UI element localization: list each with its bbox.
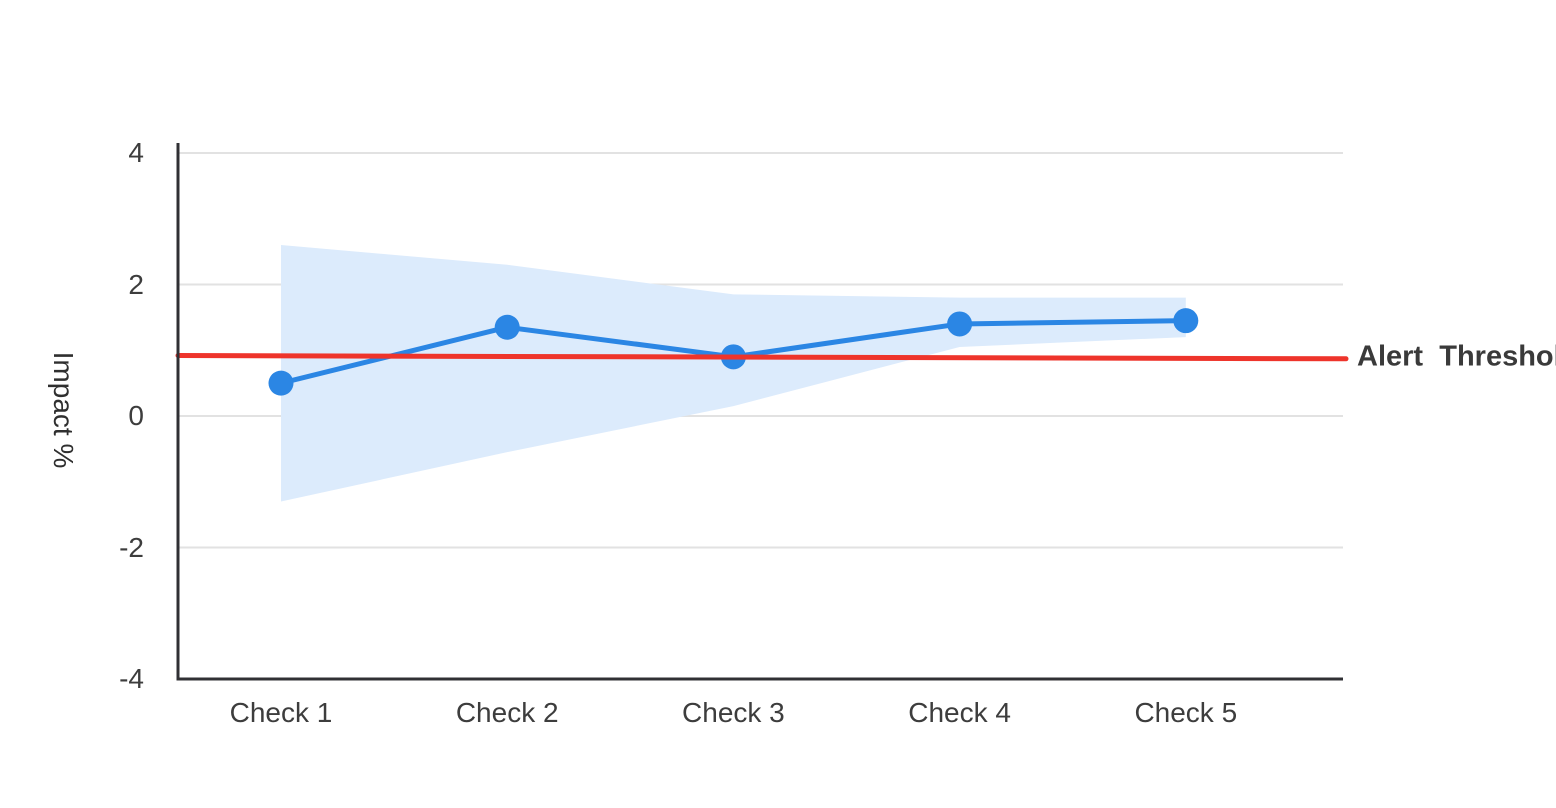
x-tick-label: Check 1	[229, 697, 333, 728]
x-tick-label: Check 5	[1134, 697, 1238, 728]
y-axis-title: Impact %	[48, 351, 79, 469]
y-tick-label: 4	[128, 137, 144, 168]
x-tick-label: Check 2	[455, 697, 559, 728]
x-tick-label: Check 3	[682, 697, 785, 728]
data-point-marker	[494, 314, 520, 340]
confidence-band	[281, 245, 1186, 502]
y-tick-label: -4	[119, 663, 144, 694]
y-tick-label: 2	[128, 268, 144, 300]
data-point-marker	[1173, 308, 1199, 334]
alert-threshold-label: Alert Threshold	[1357, 340, 1556, 373]
y-tick-label: -2	[119, 531, 144, 563]
x-tick-label: Check 4	[908, 697, 1011, 728]
data-point-marker	[268, 370, 294, 396]
data-point-marker	[947, 311, 973, 337]
y-tick-label: 0	[128, 400, 144, 431]
alert-threshold-line	[175, 353, 1349, 362]
